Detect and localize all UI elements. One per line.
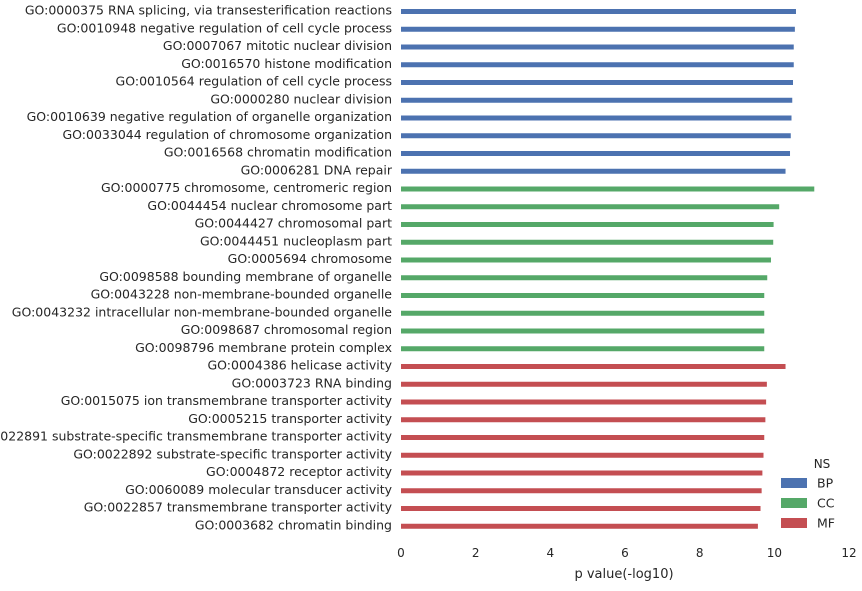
category-label: GO:0043228 non-membrane-bounded organell… xyxy=(91,287,393,302)
category-label: GO:0022892 substrate-specific transporte… xyxy=(73,446,392,461)
bar-cc xyxy=(401,186,815,192)
legend-label-cc: CC xyxy=(817,496,835,511)
bar-mf xyxy=(401,470,763,476)
bar-mf xyxy=(401,435,765,440)
category-label: GO:0098588 bounding membrane of organell… xyxy=(99,269,392,284)
bar-mf xyxy=(401,523,758,529)
category-label: GO:0005215 transporter activity xyxy=(188,411,392,426)
legend-label-bp: BP xyxy=(817,476,834,491)
bar-mf xyxy=(401,452,764,458)
category-label: GO:0043232 intracellular non-membrane-bo… xyxy=(12,304,393,319)
bar-mf xyxy=(401,399,767,405)
bar-bp xyxy=(401,9,796,14)
bar-cc xyxy=(401,204,780,210)
category-label: GO:0010639 negative regulation of organe… xyxy=(27,109,392,124)
category-label: GO:0006281 DNA repair xyxy=(241,162,393,177)
legend: NS BP CC MF xyxy=(781,457,835,531)
category-label: GO:0000280 nuclear division xyxy=(210,91,392,106)
bar-mf xyxy=(401,417,766,423)
x-axis-label: p value(-log10) xyxy=(574,567,673,582)
category-label: GO:0044451 nucleoplasm part xyxy=(200,233,392,248)
category-label: GO:0098796 membrane protein complex xyxy=(135,340,392,355)
bar-bp xyxy=(401,168,786,174)
bar-bp xyxy=(401,97,793,103)
legend-swatch-bp xyxy=(781,478,807,488)
x-tick-label: 6 xyxy=(621,546,629,560)
x-tick-label: 8 xyxy=(696,546,704,560)
category-label: GO:0003723 RNA binding xyxy=(232,375,392,390)
x-axis-ticks: 0 2 4 6 8 10 12 xyxy=(397,546,856,560)
category-label: GO:0044454 nuclear chromosome part xyxy=(147,198,392,213)
bar-bp xyxy=(401,62,794,68)
category-labels: GO:0000375 RNA splicing, via transesteri… xyxy=(0,3,393,533)
category-label: GO:0000775 chromosome, centromeric regio… xyxy=(101,180,392,195)
category-label: GO:0022857 transmembrane transporter act… xyxy=(84,500,393,515)
bar-bp xyxy=(401,80,793,85)
category-label: GO:0015075 ion transmembrane transporter… xyxy=(61,393,393,408)
category-label: GO:0016568 chromatin modification xyxy=(164,145,392,160)
bar-mf xyxy=(401,381,767,387)
category-label: GO:0033044 regulation of chromosome orga… xyxy=(63,127,393,142)
bar-mf xyxy=(401,488,762,494)
bar-cc xyxy=(401,257,771,263)
bar-cc xyxy=(401,310,765,316)
category-label: GO:0010948 negative regulation of cell c… xyxy=(57,20,392,35)
x-tick-label: 2 xyxy=(472,546,480,560)
x-tick-label: 0 xyxy=(397,546,405,560)
category-label: GO:0003682 chromatin binding xyxy=(195,517,392,532)
category-label: GO:0098687 chromosomal region xyxy=(181,322,392,337)
category-label: GO:0016570 histone modification xyxy=(181,56,392,71)
category-label: GO:0004872 receptor activity xyxy=(206,464,393,479)
bar-mf xyxy=(401,364,786,369)
category-label: GO:0010564 regulation of cell cycle proc… xyxy=(116,74,392,89)
bar-cc xyxy=(401,275,768,281)
category-label: GO:0004386 helicase activity xyxy=(207,358,392,373)
category-label: GO:0022891 substrate-specific transmembr… xyxy=(0,429,393,444)
bar-cc xyxy=(401,328,765,334)
bar-cc xyxy=(401,346,765,352)
bar-mf xyxy=(401,506,761,511)
legend-swatch-mf xyxy=(781,518,807,528)
x-tick-label: 4 xyxy=(547,546,555,560)
bar-bp xyxy=(401,115,792,121)
legend-swatch-cc xyxy=(781,498,807,508)
category-label: GO:0000375 RNA splicing, via transesteri… xyxy=(25,3,392,18)
bar-bp xyxy=(401,151,791,156)
category-label: GO:0060089 molecular transducer activity xyxy=(125,482,393,497)
bar-bp xyxy=(401,133,791,139)
bar-cc xyxy=(401,293,765,298)
bars-layer xyxy=(401,9,815,529)
bar-cc xyxy=(401,222,774,227)
bar-bp xyxy=(401,44,794,50)
category-label: GO:0044427 chromosomal part xyxy=(195,216,392,231)
x-tick-label: 10 xyxy=(767,546,782,560)
x-tick-label: 12 xyxy=(841,546,856,560)
category-label: GO:0005694 chromosome xyxy=(228,251,393,266)
legend-label-mf: MF xyxy=(817,516,835,531)
bar-bp xyxy=(401,26,795,32)
legend-title: NS xyxy=(814,457,831,471)
bar-cc xyxy=(401,239,774,245)
category-label: GO:0007067 mitotic nuclear division xyxy=(163,38,392,53)
